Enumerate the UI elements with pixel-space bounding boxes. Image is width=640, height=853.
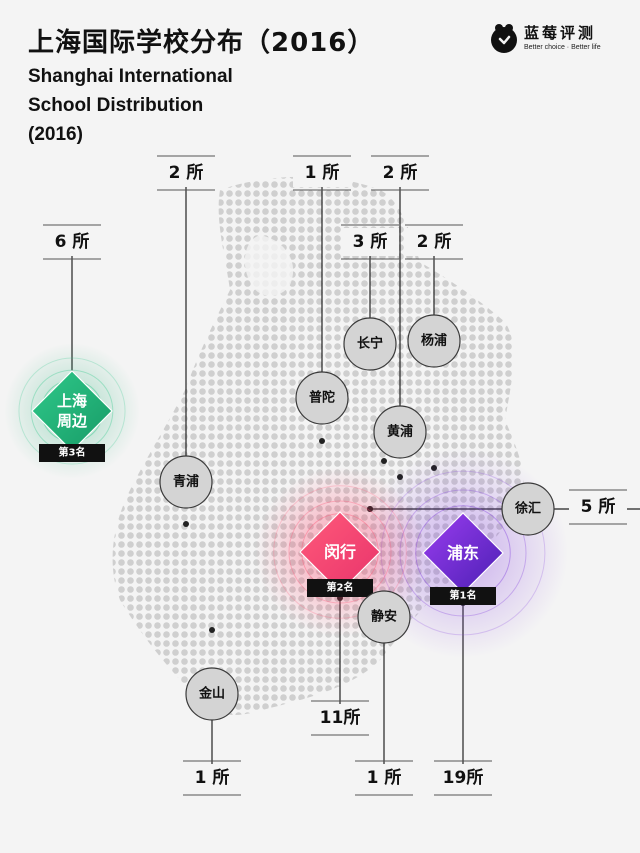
count-label-bg-普陀 (293, 159, 351, 187)
rank-label-闵行: 第2名 (327, 581, 354, 594)
rank-label-浦东: 第1名 (450, 589, 477, 602)
glow-ring-闵行 (288, 500, 392, 604)
count-label-bg-杨浦 (405, 228, 463, 256)
district-name-徐汇: 徐汇 (514, 501, 541, 517)
district-name-金山: 金山 (198, 686, 225, 702)
count-label-bg-徐汇 (569, 493, 627, 521)
count-label-上海周边: 6 所 (55, 232, 90, 252)
count-label-浦东: 19所 (443, 768, 484, 788)
district-node-静安 (357, 590, 411, 644)
glow-ring-上海周边 (18, 357, 126, 465)
count-label-长宁: 3 所 (353, 232, 388, 252)
count-label-bg-黄浦 (371, 159, 429, 187)
district-node-杨浦 (407, 314, 461, 368)
district-node-长宁 (343, 317, 397, 371)
district-name-浦东: 浦东 (447, 544, 479, 563)
count-label-静安: 1 所 (367, 768, 402, 788)
district-name-普陀: 普陀 (309, 390, 335, 406)
count-label-普陀: 1 所 (305, 163, 340, 183)
brand-slogan: Better choice · Better life (524, 44, 601, 51)
english-title-line-2: School Distribution (28, 95, 204, 116)
district-node-金山 (185, 667, 239, 721)
district-name-青浦: 青浦 (173, 474, 199, 490)
brand-logo: 蓝莓评测 Better choice · Better life (488, 20, 618, 60)
rank-label-上海周边: 第3名 (59, 446, 86, 459)
brand-name: 蓝莓评测 (524, 24, 597, 42)
count-label-徐汇: 5 所 (581, 497, 616, 517)
page-title: 上海国际学校分布（2016） (28, 28, 375, 58)
district-name-杨浦: 杨浦 (421, 333, 447, 349)
count-label-金山: 1 所 (195, 768, 230, 788)
count-label-黄浦: 2 所 (383, 163, 418, 183)
glow-ring-闵行 (273, 485, 407, 619)
rank-badge-浦东 (430, 587, 496, 605)
blueberry-logo-icon (491, 24, 517, 53)
district-node-青浦 (159, 455, 213, 509)
district-node-徐汇 (501, 482, 555, 536)
count-label-bg-金山 (183, 764, 241, 792)
district-name-上海周边-line-2: 周边 (57, 412, 88, 430)
count-label-bg-浦东 (434, 764, 492, 792)
district-name-闵行: 闵行 (324, 543, 356, 562)
count-label-bg-上海周边 (43, 228, 101, 256)
district-name-静安: 静安 (371, 609, 397, 625)
rank-badge-上海周边 (39, 444, 105, 462)
count-label-bg-静安 (355, 764, 413, 792)
location-dot-金山 (209, 627, 215, 633)
count-label-bg-长宁 (341, 228, 399, 256)
district-node-普陀 (295, 371, 349, 425)
rank-badge-闵行 (307, 579, 373, 597)
count-label-青浦: 2 所 (169, 163, 204, 183)
location-dot-静安 (381, 458, 387, 464)
count-label-闵行: 11所 (320, 708, 361, 728)
count-label-bg-闵行 (311, 704, 369, 732)
district-name-黄浦: 黄浦 (387, 424, 413, 440)
location-dot-青浦 (183, 521, 189, 527)
district-name-长宁: 长宁 (357, 336, 383, 352)
count-label-bg-青浦 (157, 159, 215, 187)
district-node-黄浦 (373, 405, 427, 459)
english-title-line-3: (2016) (28, 124, 83, 145)
english-title: Shanghai International School Distributi… (28, 62, 328, 149)
location-dot-普陀 (319, 438, 325, 444)
english-title-line-1: Shanghai International (28, 66, 233, 87)
district-name-上海周边-line-1: 上海 (57, 392, 87, 410)
count-label-杨浦: 2 所 (417, 232, 452, 252)
